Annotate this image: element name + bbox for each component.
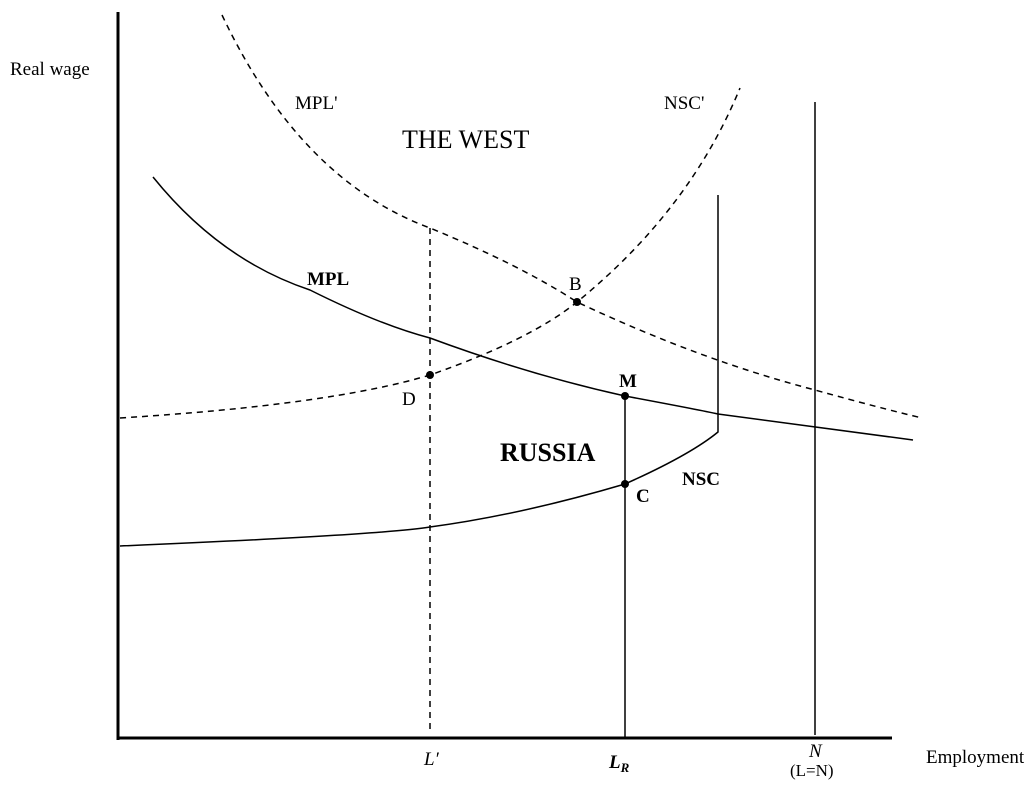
- x-marker: L′: [423, 749, 440, 770]
- curve-label: MPL': [295, 93, 338, 114]
- point-label: M: [619, 371, 637, 392]
- point-label: B: [569, 274, 582, 295]
- x-marker-sub: R: [620, 760, 630, 775]
- point: [426, 371, 434, 379]
- nsc-curve: [119, 195, 719, 547]
- y-label: Real wage: [10, 59, 90, 80]
- point: [621, 480, 629, 488]
- curve-label: MPL: [307, 269, 349, 290]
- region-label: THE WEST: [402, 125, 529, 154]
- point-label: D: [402, 389, 416, 410]
- curve-label: NSC: [682, 469, 720, 490]
- curve-label: NSC': [664, 93, 704, 114]
- x-marker-main: L: [608, 752, 621, 773]
- mpl-curve: [152, 176, 914, 441]
- x-marker: N: [808, 741, 823, 762]
- point-label: C: [636, 486, 650, 507]
- nsc-prime-curve: [119, 87, 741, 419]
- x-marker: LR: [608, 752, 630, 775]
- mpl-prime-curve: [221, 14, 923, 419]
- x-label: Employment: [926, 747, 1025, 768]
- point: [573, 298, 581, 306]
- x-marker: (L=N): [790, 761, 834, 780]
- region-label: RUSSIA: [500, 438, 596, 467]
- point: [621, 392, 629, 400]
